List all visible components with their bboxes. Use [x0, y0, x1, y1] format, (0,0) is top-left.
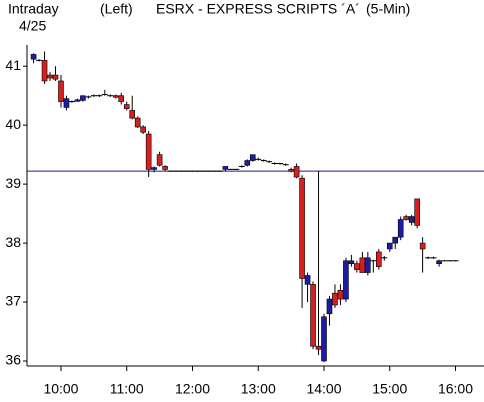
candle-body: [288, 169, 294, 172]
candle-body: [408, 216, 415, 223]
y-tick-label: 38: [5, 234, 21, 250]
chart-date: 4/25: [19, 18, 46, 34]
candle-body: [129, 110, 136, 119]
candle-body: [315, 345, 322, 350]
candle-body: [151, 167, 157, 170]
x-tick-label: 16:00: [438, 381, 473, 397]
candle-body: [244, 160, 251, 166]
candle-body: [63, 98, 70, 108]
chart-interval: (5-Min): [366, 1, 410, 17]
candle-body: [118, 95, 125, 102]
candle-body: [80, 95, 86, 101]
axis-side: (Left): [100, 1, 133, 17]
candle-body: [365, 257, 371, 273]
candle-body: [321, 316, 327, 362]
x-tick-label: 14:00: [306, 381, 341, 397]
candle-body: [156, 154, 163, 166]
candle-body: [332, 292, 338, 306]
x-tick-label: 11:00: [110, 381, 144, 397]
candle-body: [348, 260, 355, 265]
candle-body: [145, 133, 152, 170]
y-tick-label: 41: [5, 57, 21, 73]
candle-body: [41, 60, 48, 82]
candle-body: [419, 242, 426, 250]
candle-body: [359, 257, 366, 273]
candle-body: [326, 298, 333, 315]
candle-body: [375, 251, 382, 267]
candle-body: [222, 166, 229, 170]
y-tick-label: 37: [5, 293, 21, 309]
candle-body: [310, 284, 316, 347]
y-tick-label: 36: [5, 352, 21, 368]
y-tick-label: 40: [5, 116, 21, 132]
candle-body: [436, 260, 442, 265]
candle-body: [414, 198, 420, 226]
x-tick-label: 15:00: [372, 381, 407, 397]
chart-title: ESRX - EXPRESS SCRIPTS ´A´: [156, 1, 360, 17]
candle-body: [112, 95, 119, 98]
candle-body: [354, 263, 360, 270]
candle-body: [162, 166, 168, 170]
candle-body: [249, 154, 256, 161]
chart-label: Intraday: [8, 1, 59, 17]
candle-body: [343, 260, 349, 300]
x-tick-label: 12:00: [175, 381, 210, 397]
candle-body: [134, 117, 141, 128]
x-tick-label: 10:00: [43, 381, 78, 397]
candle-body: [293, 166, 300, 178]
candle-body: [52, 74, 59, 80]
candle-body: [304, 275, 311, 285]
candle-body: [58, 80, 64, 102]
candle-body: [74, 99, 81, 102]
candle-body: [386, 242, 393, 250]
x-tick-label: 13:00: [241, 381, 276, 397]
candle-body: [397, 219, 404, 238]
candle-body: [123, 104, 130, 109]
candle-body: [30, 54, 37, 60]
candle-body: [140, 126, 146, 133]
candle-body: [337, 289, 344, 300]
candle-body: [299, 177, 305, 279]
candle-body: [392, 236, 399, 244]
candle-body: [47, 74, 53, 79]
candle-body: [403, 216, 409, 220]
y-tick-label: 39: [5, 175, 21, 191]
